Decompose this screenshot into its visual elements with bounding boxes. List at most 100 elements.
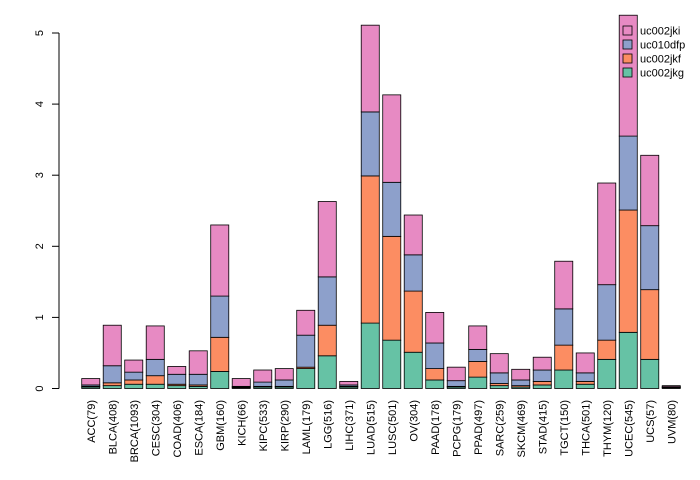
legend-label-uc002jkf: uc002jkf xyxy=(640,54,682,66)
x-tick-label: THYM(120) xyxy=(602,400,614,457)
x-tick-label: BRCA(1093) xyxy=(129,400,141,462)
bar-uc002jkg-1 xyxy=(102,385,122,389)
bar-uc010dfp-22 xyxy=(554,308,574,346)
bar-uc002jki-10 xyxy=(296,309,316,336)
x-tick-label: UCEC(545) xyxy=(623,400,635,457)
bar-uc010dfp-21 xyxy=(532,369,552,382)
bar-uc002jkg-2 xyxy=(124,383,144,389)
x-tick-label: UCS(57) xyxy=(645,400,657,443)
bar-uc002jki-2 xyxy=(124,359,144,373)
x-tick-label: LUSC(501) xyxy=(387,400,399,455)
y-tick-label: 2 xyxy=(34,243,46,249)
bar-uc002jkg-25 xyxy=(618,331,638,389)
bar-uc002jkf-16 xyxy=(425,368,445,381)
x-tick-label: UVM(80) xyxy=(666,400,678,444)
legend-swatch-uc010dfp xyxy=(622,39,633,50)
bar-uc002jkg-11 xyxy=(317,355,337,389)
y-tick-label: 3 xyxy=(34,172,46,178)
bar-uc002jkf-2 xyxy=(124,379,144,385)
bar-uc002jkf-13 xyxy=(360,175,380,324)
bar-uc002jkf-11 xyxy=(317,324,337,357)
bar-uc002jkf-23 xyxy=(575,380,595,385)
bar-uc002jki-13 xyxy=(360,24,380,113)
bar-uc010dfp-23 xyxy=(575,372,595,382)
bar-uc002jki-18 xyxy=(468,325,488,350)
bar-uc002jkg-21 xyxy=(532,384,552,389)
x-tick-label: LIHC(371) xyxy=(344,400,356,451)
bar-uc002jki-15 xyxy=(403,214,423,256)
bar-uc002jki-0 xyxy=(81,378,101,386)
legend-label-uc010dfp: uc010dfp xyxy=(640,40,685,52)
bar-uc010dfp-5 xyxy=(188,373,208,386)
bar-uc002jkg-6 xyxy=(210,371,230,389)
bar-uc010dfp-2 xyxy=(124,371,144,381)
x-tick-label: LGG(516) xyxy=(322,400,334,449)
bar-uc010dfp-18 xyxy=(468,348,488,362)
x-tick-label: PPAD(497) xyxy=(473,400,485,455)
bar-uc002jki-22 xyxy=(554,260,574,310)
y-tick-label: 5 xyxy=(34,30,46,36)
legend-swatch-uc002jkf xyxy=(622,53,633,64)
bars-layer xyxy=(81,14,681,389)
bar-uc002jkg-3 xyxy=(145,383,165,389)
bar-uc010dfp-14 xyxy=(382,181,402,237)
bar-uc002jkg-10 xyxy=(296,368,316,389)
bar-uc002jkg-18 xyxy=(468,376,488,389)
x-tick-label: ESCA(184) xyxy=(193,400,205,456)
bar-uc010dfp-11 xyxy=(317,276,337,326)
bar-uc002jkf-25 xyxy=(618,209,638,333)
bar-uc010dfp-3 xyxy=(145,358,165,377)
bar-uc010dfp-24 xyxy=(597,284,617,341)
bar-uc002jkf-14 xyxy=(382,235,402,341)
bar-uc002jki-24 xyxy=(597,182,617,286)
bar-uc010dfp-26 xyxy=(640,225,660,291)
bar-uc002jkg-24 xyxy=(597,358,617,389)
bar-uc002jki-1 xyxy=(102,324,122,367)
bar-uc002jki-6 xyxy=(210,224,230,297)
bar-uc010dfp-6 xyxy=(210,295,230,338)
legend-label-uc002jki: uc002jki xyxy=(640,26,680,38)
x-tick-label: LAML(179) xyxy=(301,400,313,454)
bar-uc010dfp-13 xyxy=(360,111,380,177)
bar-uc002jkf-15 xyxy=(403,290,423,353)
x-tick-label: ACC(79) xyxy=(86,400,98,443)
bar-uc002jki-14 xyxy=(382,94,402,183)
x-tick-label: THCA(501) xyxy=(580,400,592,456)
bar-uc002jkf-24 xyxy=(597,339,617,360)
bar-uc002jkf-6 xyxy=(210,336,230,372)
x-tick-label: GBM(160) xyxy=(215,400,227,451)
bar-uc010dfp-1 xyxy=(102,365,122,384)
bar-uc010dfp-16 xyxy=(425,342,445,370)
x-tick-label: OV(304) xyxy=(408,400,420,442)
bar-uc002jkg-23 xyxy=(575,383,595,389)
y-axis: 0 1 2 3 4 5 xyxy=(34,30,60,392)
x-tick-label: KIRP(290) xyxy=(279,400,291,451)
bar-uc002jkg-16 xyxy=(425,379,445,389)
bar-uc010dfp-25 xyxy=(618,135,638,211)
bar-uc002jkg-22 xyxy=(554,369,574,389)
x-tick-label: SKCM(469) xyxy=(516,400,528,457)
bar-uc002jkf-18 xyxy=(468,361,488,378)
bar-uc002jki-26 xyxy=(640,154,660,227)
bar-uc002jkg-19 xyxy=(489,385,509,389)
x-tick-label: KIPC(533) xyxy=(258,400,270,451)
bar-uc002jkf-21 xyxy=(532,380,552,386)
x-tick-label: PCPG(179) xyxy=(451,400,463,457)
legend-label-uc002jkg: uc002jkg xyxy=(640,68,684,80)
x-tick-label: STAD(415) xyxy=(537,400,549,454)
bar-uc010dfp-17 xyxy=(446,380,466,387)
bar-uc002jki-5 xyxy=(188,350,208,375)
bar-uc002jki-23 xyxy=(575,352,595,374)
bar-uc010dfp-20 xyxy=(511,379,531,387)
bar-uc010dfp-4 xyxy=(167,373,187,385)
x-tick-label: PAAD(178) xyxy=(430,400,442,455)
bar-uc002jki-27 xyxy=(661,385,681,388)
bar-uc002jkf-1 xyxy=(102,382,122,387)
x-tick-label: KICH(66) xyxy=(236,400,248,446)
bar-uc010dfp-9 xyxy=(274,379,294,387)
y-tick-label: 0 xyxy=(34,385,46,391)
bar-uc002jki-19 xyxy=(489,353,509,374)
bar-uc002jki-12 xyxy=(339,380,359,386)
bar-uc002jki-16 xyxy=(425,312,445,344)
